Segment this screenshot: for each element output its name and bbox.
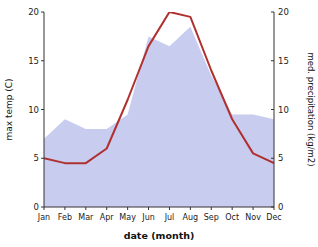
x-tick xyxy=(211,207,212,210)
x-tick-label: Nov xyxy=(245,213,261,222)
y2-tick-label: 20 xyxy=(278,7,289,17)
y-tick-label: 20 xyxy=(28,7,39,17)
x-tick-label: Jun xyxy=(141,213,155,222)
y2-tick-label: 15 xyxy=(278,56,289,66)
x-tick xyxy=(106,207,107,210)
x-axis-line xyxy=(44,207,274,208)
x-tick xyxy=(253,207,254,210)
x-tick xyxy=(190,207,191,210)
y-axis-label: max temp (C) xyxy=(4,78,14,140)
x-tick-label: Dec xyxy=(266,213,281,222)
x-tick-label: Aug xyxy=(183,213,199,222)
x-tick-label: Oct xyxy=(225,213,239,222)
x-tick-label: Mar xyxy=(78,213,94,222)
precip-area xyxy=(44,27,274,207)
y2-tick xyxy=(271,60,274,61)
x-tick xyxy=(85,207,86,210)
y2-axis-label: med. precipitation (kg/m2) xyxy=(306,52,316,166)
x-tick-label: May xyxy=(119,213,136,222)
y-tick-label: 15 xyxy=(28,56,39,66)
y-tick-label: 5 xyxy=(34,153,39,163)
x-tick-label: Apr xyxy=(100,213,115,222)
y2-tick-label: 0 xyxy=(278,202,283,212)
x-tick-label: Sep xyxy=(204,213,219,222)
plot-area xyxy=(44,12,274,207)
x-tick-label: Jan xyxy=(37,213,50,222)
y-tick xyxy=(41,60,44,61)
y-tick xyxy=(41,109,44,110)
axes: JanFebMarAprMayJunJulAugSepOctNovDec0510… xyxy=(28,7,289,222)
y-tick xyxy=(41,158,44,159)
chart: JanFebMarAprMayJunJulAugSepOctNovDec0510… xyxy=(0,0,318,247)
y-tick xyxy=(41,12,44,13)
y-tick xyxy=(41,207,44,208)
x-tick xyxy=(232,207,233,210)
y2-tick xyxy=(271,12,274,13)
temp-line xyxy=(44,12,274,163)
x-tick xyxy=(148,207,149,210)
y-tick-label: 10 xyxy=(28,105,39,115)
y2-tick-label: 5 xyxy=(278,153,283,163)
y2-tick xyxy=(271,207,274,208)
x-tick xyxy=(127,207,128,210)
y2-tick-label: 10 xyxy=(278,105,289,115)
x-tick xyxy=(64,207,65,210)
x-tick xyxy=(169,207,170,210)
y2-tick xyxy=(271,109,274,110)
y-tick-label: 0 xyxy=(34,202,39,212)
x-tick-label: Feb xyxy=(58,213,72,222)
x-axis-label: date (month) xyxy=(124,230,195,241)
x-tick-label: Jul xyxy=(164,213,175,222)
y2-tick xyxy=(271,158,274,159)
